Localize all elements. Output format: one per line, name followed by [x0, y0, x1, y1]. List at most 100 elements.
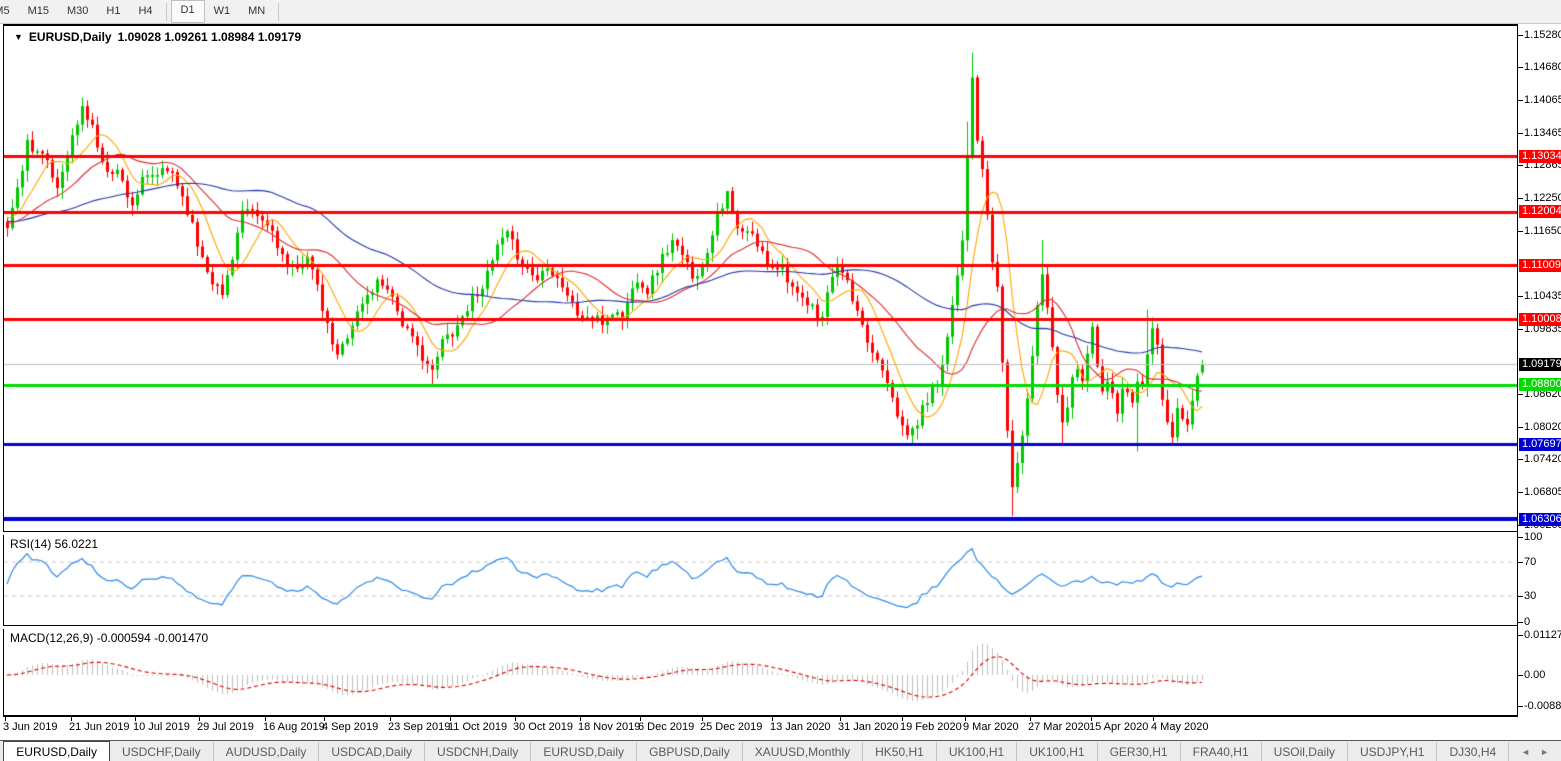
tab-scroll-right-icon[interactable]: ►: [1540, 747, 1549, 757]
date-label: 30 Oct 2019: [513, 721, 573, 733]
toolbar-separator: [165, 2, 167, 21]
date-label: 25 Dec 2019: [700, 721, 763, 733]
timeframe-button-m5[interactable]: M5: [0, 5, 10, 17]
timeframe-button-m30[interactable]: M30: [66, 5, 89, 17]
date-tick: [772, 717, 773, 721]
timeframe-button-w1[interactable]: W1: [213, 5, 231, 17]
axis-tick: [1518, 537, 1523, 538]
price-tick-label: 30: [1524, 590, 1537, 602]
hline-price-label: 1.10008: [1519, 313, 1561, 326]
price-tick-label: 1.07420: [1524, 453, 1561, 465]
rsi-canvas[interactable]: [4, 534, 1517, 625]
price-chart-canvas[interactable]: [4, 26, 1517, 531]
date-label: 18 Nov 2019: [578, 721, 641, 733]
time-axis[interactable]: 3 Jun 2019 21 Jun 2019 10 Jul 2019 29 Jul 2…: [0, 717, 1561, 740]
price-tick-label: 1.08620: [1524, 388, 1561, 400]
price-tick-label: 0.011277: [1524, 629, 1561, 641]
date-tick: [640, 717, 641, 721]
date-label: 31 Jan 2020: [838, 721, 899, 733]
date-tick: [135, 717, 136, 721]
hline-price-label: 1.08800: [1519, 378, 1561, 391]
timeframe-button-d1[interactable]: D1: [170, 0, 205, 23]
chart-header: ▼ EURUSD,Daily 1.09028 1.09261 1.08984 1…: [14, 30, 301, 44]
chart-tab[interactable]: USOil,Daily: [1262, 742, 1348, 761]
macd-panel[interactable]: MACD(12,26,9) -0.000594 -0.001470: [4, 628, 1517, 715]
current-price-label: 1.09179: [1519, 358, 1561, 371]
price-tick-label: 1.15280: [1524, 29, 1561, 41]
date-tick: [1091, 717, 1092, 721]
timeframe-button-m15[interactable]: M15: [27, 5, 49, 17]
hline-price-label: 1.12004: [1519, 205, 1561, 218]
chart-tab[interactable]: FRA40,H1: [1181, 742, 1262, 761]
axis-tick: [1518, 394, 1523, 395]
axis-tick: [1518, 35, 1523, 36]
price-tick-label: 1.14680: [1524, 61, 1561, 73]
date-label: 16 Aug 2019: [263, 721, 325, 733]
date-tick: [5, 717, 6, 721]
symbol-dropdown-arrow-icon[interactable]: ▼: [14, 32, 23, 42]
date-label: 11 Oct 2019: [448, 721, 508, 733]
chart-tab[interactable]: USDCNH,Daily: [425, 742, 532, 761]
date-label: 29 Jul 2019: [197, 721, 254, 733]
chart-tab-bar: EURUSD,Daily USDCHF,Daily AUDUSD,Daily USDC…: [0, 740, 1561, 761]
chart-ohlc-values: 1.09028 1.09261 1.08984 1.09179: [117, 30, 302, 44]
date-tick: [580, 717, 581, 721]
price-tick-label: 1.06805: [1524, 486, 1561, 498]
axis-tick: [1518, 622, 1523, 623]
price-chart-panel[interactable]: ▼ EURUSD,Daily 1.09028 1.09261 1.08984 1…: [4, 26, 1517, 531]
hline-price-label: 1.06306: [1519, 513, 1561, 526]
date-label: 23 Sep 2019: [388, 721, 451, 733]
chart-tab[interactable]: GER30,H1: [1098, 742, 1181, 761]
tab-scroll-arrows: ◄ ►: [1509, 742, 1561, 761]
hline-price-label: 1.11009: [1519, 259, 1561, 272]
axis-tick: [1518, 427, 1523, 428]
price-tick-label: 1.08020: [1524, 421, 1561, 433]
price-tick-label: -0.008845: [1524, 700, 1561, 712]
date-tick: [902, 717, 903, 721]
date-label: 6 Dec 2019: [638, 721, 695, 733]
date-label: 27 Mar 2020: [1028, 721, 1090, 733]
axis-tick: [1518, 133, 1523, 134]
chart-tab[interactable]: USDCAD,Daily: [319, 742, 426, 761]
timeframe-button-mn[interactable]: MN: [248, 5, 266, 17]
axis-tick: [1518, 706, 1523, 707]
chart-left-border: [3, 24, 4, 717]
price-tick-label: 70: [1524, 556, 1537, 568]
tab-scroll-left-icon[interactable]: ◄: [1521, 747, 1531, 757]
chart-tab[interactable]: UK100,H1: [937, 742, 1018, 761]
macd-canvas[interactable]: [4, 628, 1517, 715]
hline-price-label: 1.07697: [1519, 438, 1561, 451]
axis-tick: [1518, 492, 1523, 493]
chart-tab[interactable]: USDJPY,H1: [1348, 742, 1438, 761]
chart-tab[interactable]: AUDUSD,Daily: [214, 742, 320, 761]
timeframe-button-h4[interactable]: H4: [138, 5, 153, 17]
price-tick-label: 1.09835: [1524, 323, 1561, 335]
date-tick: [450, 717, 451, 721]
axis-tick: [1518, 459, 1523, 460]
chart-tab[interactable]: GBPUSD,Daily: [637, 742, 743, 761]
axis-tick: [1518, 198, 1523, 199]
price-tick-label: 1.12250: [1524, 192, 1561, 204]
date-tick: [199, 717, 200, 721]
chart-top-border: [3, 24, 1561, 26]
chart-symbol-label: EURUSD,Daily: [28, 30, 112, 44]
chart-tab[interactable]: EURUSD,Daily: [3, 741, 110, 761]
rsi-panel[interactable]: RSI(14) 56.0221: [4, 534, 1517, 625]
price-tick-label: 100: [1524, 531, 1543, 543]
macd-indicator-label: MACD(12,26,9) -0.000594 -0.001470: [10, 631, 209, 645]
chart-tab[interactable]: UK100,H1: [1017, 742, 1098, 761]
chart-tab[interactable]: XAUUSD,Monthly: [743, 742, 864, 761]
chart-region: ▼ EURUSD,Daily 1.09028 1.09261 1.08984 1…: [0, 24, 1561, 740]
hline-price-label: 1.13034: [1519, 150, 1561, 163]
date-tick: [840, 717, 841, 721]
chart-tab[interactable]: HK50,H1: [863, 742, 937, 761]
timeframe-toolbar: M1M5M15M30H1H4D1W1MN: [0, 0, 1561, 24]
date-label: 4 Sep 2019: [322, 721, 379, 733]
chart-tab[interactable]: DJ30,H4: [1437, 742, 1510, 761]
chart-tab[interactable]: EURUSD,Daily: [531, 742, 638, 761]
axis-tick: [1518, 675, 1523, 676]
date-tick: [965, 717, 966, 721]
timeframe-button-h1[interactable]: H1: [106, 5, 121, 17]
chart-tab[interactable]: USDCHF,Daily: [110, 742, 214, 761]
price-axis[interactable]: 1.15280 1.14680 1.14065 1.13465 1.12865 1.122…: [1517, 24, 1561, 717]
